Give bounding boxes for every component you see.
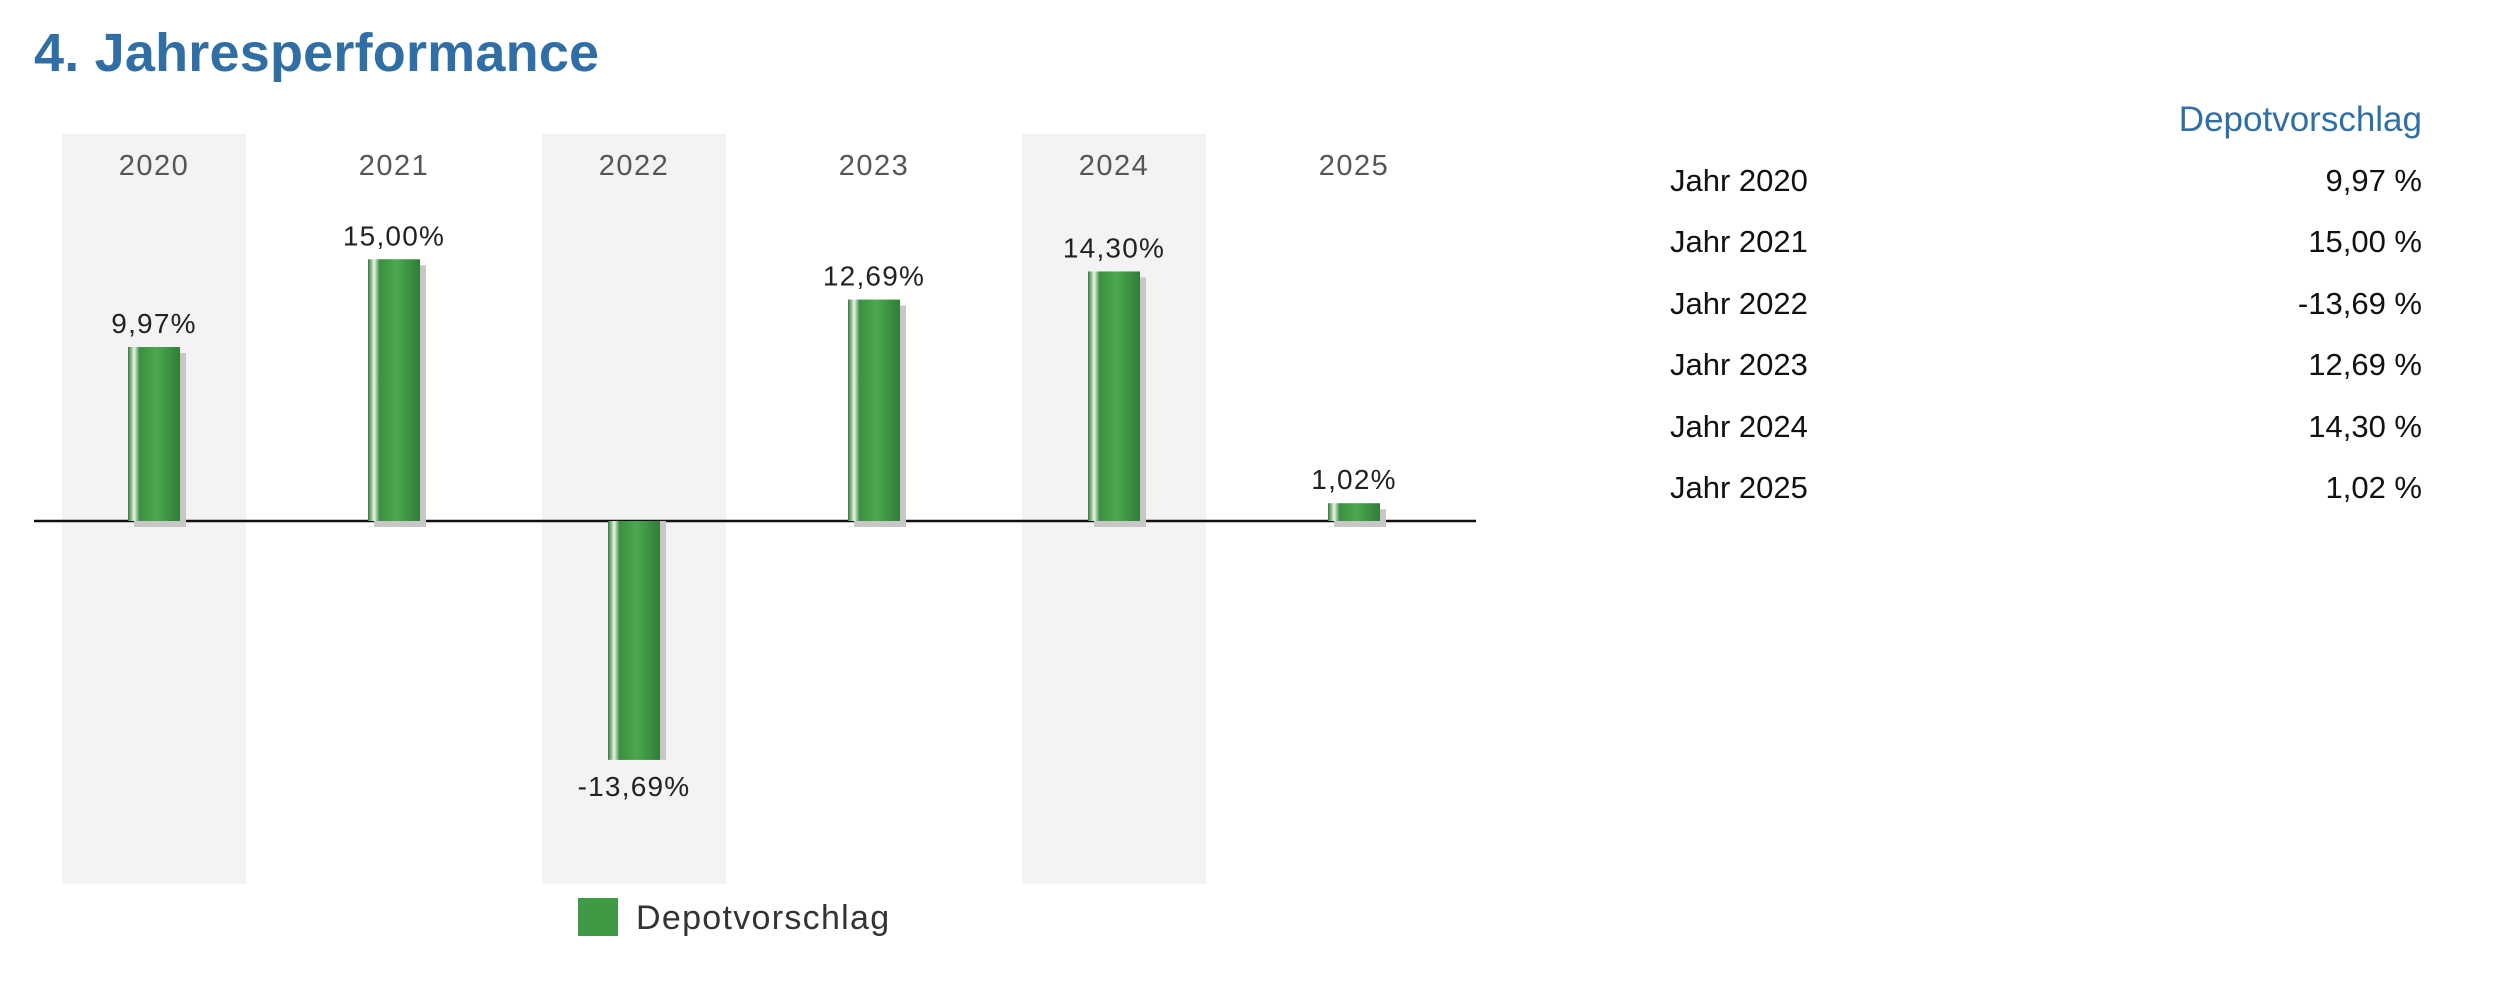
performance-table: Depotvorschlag Jahr 2020 9,97 % Jahr 202… <box>1666 90 2426 519</box>
row-label: Jahr 2025 <box>1670 470 1808 506</box>
bar-2024 <box>1088 271 1140 521</box>
data-label-2021: 15,00% <box>343 220 445 251</box>
data-label-2020: 9,97% <box>111 308 196 339</box>
data-label-2024: 14,30% <box>1063 232 1165 263</box>
year-label-2022: 2022 <box>599 150 670 182</box>
row-value: -13,69 % <box>2297 285 2422 321</box>
bar-2022 <box>608 521 660 760</box>
table-row: Jahr 2022 -13,69 % <box>1666 273 2426 335</box>
legend-label: Depotvorschlag <box>636 899 890 937</box>
year-label-2023: 2023 <box>839 150 910 182</box>
table-row: Jahr 2024 14,30 % <box>1666 396 2426 458</box>
bar-2025 <box>1328 503 1380 521</box>
row-value: 9,97 % <box>2325 162 2422 198</box>
bar-2021 <box>368 259 420 521</box>
page-title: 4. Jahresperformance <box>34 23 600 83</box>
data-label-2022: -13,69% <box>578 771 691 802</box>
row-value: 15,00 % <box>2308 224 2422 260</box>
data-label-2025: 1,02% <box>1311 464 1396 495</box>
table-row: Jahr 2021 15,00 % <box>1666 212 2426 274</box>
row-value: 14,30 % <box>2308 408 2422 444</box>
row-label: Jahr 2024 <box>1670 408 1808 444</box>
row-label: Jahr 2023 <box>1670 347 1808 383</box>
row-value: 12,69 % <box>2308 347 2422 383</box>
year-label-2024: 2024 <box>1079 150 1150 182</box>
year-label-2020: 2020 <box>119 150 190 182</box>
legend-swatch <box>578 898 618 936</box>
bar-2020 <box>128 347 180 521</box>
row-label: Jahr 2022 <box>1670 285 1808 321</box>
row-label: Jahr 2020 <box>1670 162 1808 198</box>
year-label-2025: 2025 <box>1319 150 1390 182</box>
data-label-2023: 12,69% <box>823 261 925 292</box>
table-row: Jahr 2020 9,97 % <box>1666 150 2426 212</box>
bar-2023 <box>848 299 900 521</box>
performance-table-body: Jahr 2020 9,97 % Jahr 2021 15,00 % Jahr … <box>1666 150 2426 519</box>
table-header: Depotvorschlag <box>2178 100 2422 139</box>
row-value: 1,02 % <box>2325 470 2422 506</box>
table-row: Jahr 2023 12,69 % <box>1666 335 2426 397</box>
row-label: Jahr 2021 <box>1670 224 1808 260</box>
year-label-2021: 2021 <box>359 150 430 182</box>
performance-bar-chart: 2020 9,97% 2021 15,00% 2022 -13,69% 2023 12,69%… <box>34 134 1476 937</box>
table-row: Jahr 2025 1,02 % <box>1666 458 2426 520</box>
